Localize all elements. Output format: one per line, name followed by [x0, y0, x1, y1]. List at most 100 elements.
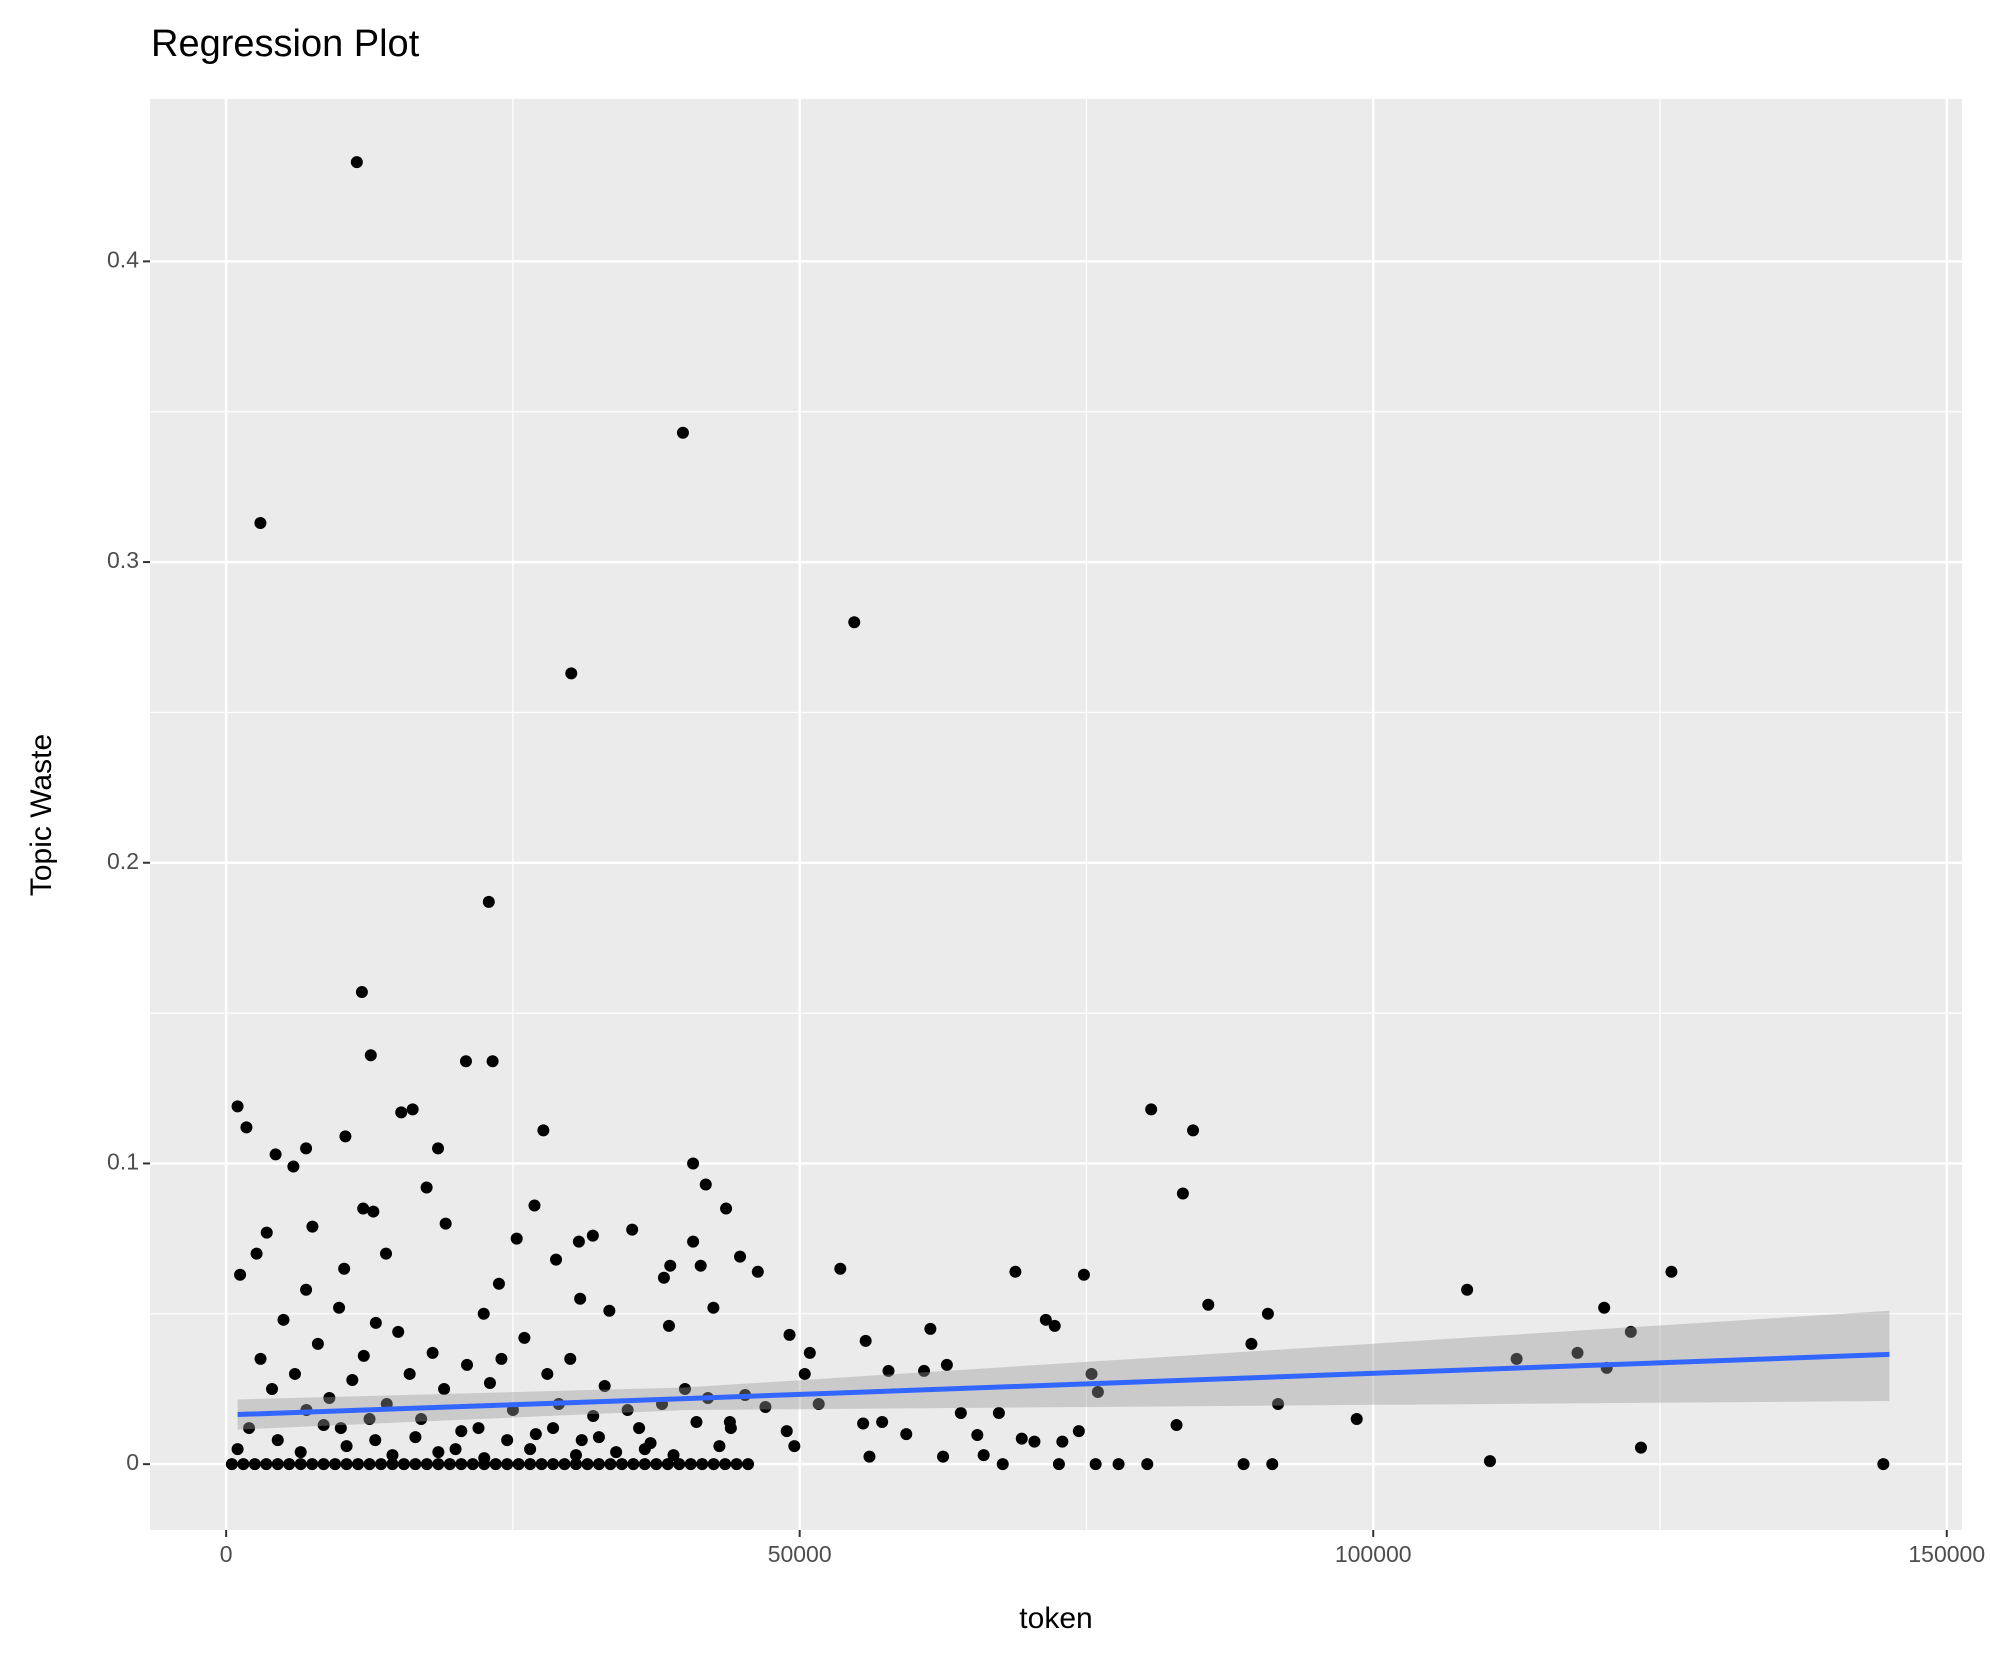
point [483, 1376, 496, 1389]
point [586, 1229, 599, 1242]
point [730, 1458, 743, 1471]
point [604, 1458, 617, 1471]
point [684, 1458, 697, 1471]
point [323, 1391, 336, 1404]
point [788, 1440, 801, 1453]
point [339, 1130, 352, 1143]
point [294, 1458, 307, 1471]
point [501, 1458, 514, 1471]
point [439, 1217, 452, 1230]
point [329, 1458, 342, 1471]
point [924, 1322, 937, 1335]
point [254, 516, 267, 529]
point [350, 156, 363, 169]
point [759, 1401, 772, 1414]
point [260, 1458, 273, 1471]
point [248, 1458, 261, 1471]
point [406, 1103, 419, 1116]
point [524, 1443, 537, 1456]
point [300, 1142, 313, 1155]
point [482, 895, 495, 908]
point [558, 1458, 571, 1471]
point [535, 1458, 548, 1471]
point [1266, 1458, 1279, 1471]
point [996, 1458, 1009, 1471]
point [277, 1313, 290, 1326]
point [673, 1458, 686, 1471]
point [271, 1458, 284, 1471]
point [954, 1407, 967, 1420]
point [420, 1458, 433, 1471]
point [392, 1325, 405, 1338]
point [574, 1292, 587, 1305]
point [426, 1346, 439, 1359]
point [992, 1407, 1005, 1420]
point [661, 1458, 674, 1471]
point [501, 1434, 514, 1447]
point [1187, 1124, 1200, 1137]
point [466, 1458, 479, 1471]
point [1077, 1268, 1090, 1281]
point [603, 1304, 616, 1317]
point [386, 1458, 399, 1471]
point [572, 1235, 585, 1248]
point [626, 1223, 639, 1236]
point [524, 1458, 537, 1471]
point [1598, 1301, 1611, 1314]
x-tick-label: 150000 [1908, 1541, 1985, 1567]
point [231, 1100, 244, 1113]
point [676, 426, 689, 439]
point [306, 1458, 319, 1471]
point [409, 1458, 422, 1471]
point [900, 1428, 913, 1441]
point [638, 1458, 651, 1471]
point [1261, 1307, 1274, 1320]
point [1141, 1458, 1154, 1471]
point [621, 1404, 634, 1417]
point [269, 1148, 282, 1161]
point [1483, 1455, 1496, 1468]
point [564, 1352, 577, 1365]
point [1091, 1385, 1104, 1398]
point [569, 1458, 582, 1471]
point [1015, 1432, 1028, 1445]
point [650, 1458, 663, 1471]
point [537, 1124, 550, 1137]
point [971, 1428, 984, 1441]
point [333, 1301, 346, 1314]
point [713, 1440, 726, 1453]
point [1245, 1337, 1258, 1350]
point [386, 1449, 399, 1462]
point [512, 1458, 525, 1471]
point [678, 1382, 691, 1395]
point [550, 1253, 563, 1266]
point [1145, 1103, 1158, 1116]
y-tick-label: 0.3 [107, 547, 139, 573]
plot-panel [150, 99, 1962, 1530]
point [1072, 1425, 1085, 1438]
point [266, 1382, 279, 1395]
point [1272, 1398, 1285, 1411]
point [1877, 1458, 1890, 1471]
point [486, 1055, 499, 1068]
point [403, 1367, 416, 1380]
point [687, 1157, 700, 1170]
point [1009, 1265, 1022, 1278]
point [432, 1142, 445, 1155]
point [598, 1379, 611, 1392]
point [1089, 1458, 1102, 1471]
point [477, 1307, 490, 1320]
y-axis-label: Topic Waste [25, 734, 58, 896]
point [225, 1458, 238, 1471]
point [231, 1443, 244, 1456]
point [461, 1358, 474, 1371]
point [707, 1458, 720, 1471]
point [346, 1373, 359, 1386]
point [397, 1458, 410, 1471]
point [937, 1450, 950, 1463]
point [472, 1422, 485, 1435]
point [357, 1349, 370, 1362]
point [510, 1232, 523, 1245]
point [338, 1262, 351, 1275]
